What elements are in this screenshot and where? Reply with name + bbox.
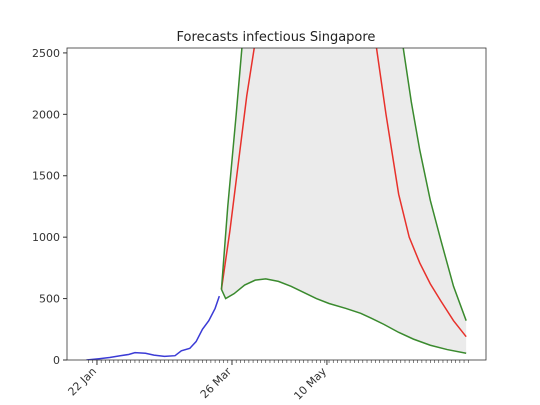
plot-area [86, 48, 467, 360]
x-tick-label: 22 Jan [66, 365, 100, 399]
y-tick-label: 1000 [32, 231, 60, 244]
y-tick-label: 1500 [32, 170, 60, 183]
y-tick-label: 500 [39, 293, 60, 306]
axes-frame [66, 47, 487, 361]
series-line [220, 48, 467, 321]
series-line [220, 278, 467, 354]
y-tick-label: 2000 [32, 108, 60, 121]
chart-title: Forecasts infectious Singapore [177, 30, 376, 45]
series-line [220, 48, 467, 338]
y-tick-label: 0 [53, 354, 60, 367]
series-line [86, 295, 221, 360]
x-tick-label: 10 May [291, 365, 329, 403]
y-tick-label: 2500 [32, 47, 60, 60]
x-tick-label: 26 Mar [198, 365, 235, 402]
forecast-band [221, 48, 467, 354]
